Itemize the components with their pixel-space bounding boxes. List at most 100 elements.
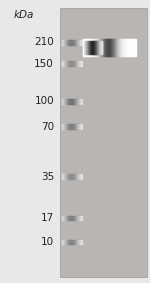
Bar — [110, 39, 111, 55]
Bar — [68, 61, 69, 66]
Text: 100: 100 — [34, 96, 54, 106]
Bar — [87, 39, 88, 55]
Bar — [62, 61, 63, 66]
Text: kDa: kDa — [14, 10, 34, 20]
Bar — [91, 39, 92, 55]
Bar — [121, 39, 122, 55]
Bar — [83, 39, 84, 55]
Bar — [77, 61, 78, 66]
Bar — [104, 39, 105, 55]
Bar — [98, 41, 99, 54]
Bar — [79, 125, 80, 129]
Bar — [133, 39, 134, 55]
Bar — [75, 216, 76, 220]
Bar — [62, 216, 63, 220]
Bar — [84, 41, 85, 54]
Bar — [63, 40, 64, 44]
Bar — [85, 41, 86, 54]
Text: 10: 10 — [41, 237, 54, 247]
Bar — [74, 61, 75, 66]
Bar — [79, 240, 80, 245]
Bar — [76, 40, 77, 44]
Bar — [62, 216, 63, 220]
Bar — [65, 216, 66, 220]
Bar — [64, 99, 65, 104]
Bar — [72, 216, 73, 220]
Bar — [131, 39, 132, 55]
Bar — [70, 61, 71, 66]
Bar — [69, 40, 70, 44]
Bar — [81, 174, 82, 179]
Bar — [88, 41, 89, 54]
Bar — [74, 40, 75, 44]
Bar — [135, 39, 136, 55]
Bar — [102, 39, 103, 55]
Bar — [63, 99, 64, 104]
Bar — [75, 40, 76, 44]
Bar — [80, 216, 81, 220]
Bar — [67, 174, 68, 179]
Bar — [65, 61, 66, 66]
Bar — [97, 41, 98, 54]
Bar — [70, 99, 71, 104]
Bar — [66, 40, 67, 44]
Bar — [79, 61, 80, 66]
Bar — [94, 39, 95, 55]
Bar — [101, 39, 102, 55]
Bar — [106, 39, 107, 55]
Bar — [71, 240, 72, 245]
Bar — [81, 240, 82, 245]
Bar — [72, 99, 73, 104]
Bar — [112, 39, 113, 55]
Bar — [80, 61, 81, 66]
Bar — [66, 174, 67, 179]
Bar — [96, 41, 97, 54]
Bar — [87, 39, 88, 55]
Bar — [91, 41, 92, 54]
Bar — [92, 39, 93, 55]
Bar — [100, 39, 101, 55]
Bar — [72, 125, 73, 129]
Bar — [73, 99, 74, 104]
Bar — [69, 174, 70, 179]
Bar — [66, 99, 67, 104]
Bar — [122, 39, 123, 55]
Bar — [95, 39, 96, 55]
Bar — [72, 174, 73, 179]
Bar — [75, 99, 76, 104]
Bar — [95, 41, 96, 54]
Bar — [96, 39, 97, 55]
Bar — [116, 39, 117, 55]
Bar — [62, 174, 63, 179]
Bar — [90, 39, 91, 55]
Bar — [66, 216, 67, 220]
Bar — [86, 41, 87, 54]
Bar — [96, 41, 97, 54]
Bar — [76, 99, 77, 104]
Bar — [94, 39, 96, 55]
Bar — [62, 125, 63, 129]
Bar — [66, 125, 67, 129]
Bar — [67, 240, 68, 245]
Bar — [85, 39, 86, 55]
Bar — [71, 240, 72, 245]
Bar — [67, 99, 68, 104]
Bar — [64, 125, 65, 129]
Bar — [86, 39, 87, 55]
Bar — [64, 61, 65, 66]
Bar — [92, 41, 93, 54]
Bar — [88, 39, 90, 55]
Bar — [119, 39, 120, 55]
Bar — [79, 240, 80, 245]
Bar — [66, 240, 67, 245]
Bar — [118, 39, 119, 55]
Bar — [89, 41, 90, 54]
Bar — [108, 39, 109, 55]
Bar — [74, 174, 75, 179]
Bar — [80, 240, 81, 245]
Bar — [79, 216, 80, 220]
Bar — [79, 174, 80, 179]
Bar — [89, 41, 90, 54]
Bar — [81, 61, 82, 66]
Bar — [93, 41, 94, 54]
